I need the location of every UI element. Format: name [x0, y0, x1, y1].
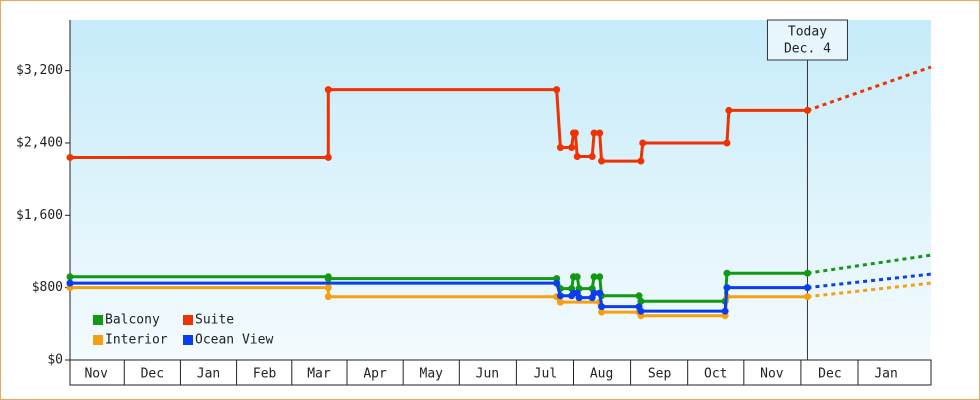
data-point — [803, 293, 811, 301]
data-point — [573, 273, 581, 281]
today-box — [766, 19, 848, 61]
data-point — [556, 144, 564, 151]
data-point — [637, 157, 645, 165]
x-tick-label: Jan — [197, 367, 220, 382]
data-point — [725, 106, 733, 114]
data-point — [568, 144, 576, 151]
x-axis-box — [69, 359, 932, 386]
x-tick-label: Oct — [704, 367, 727, 382]
data-point — [571, 129, 579, 137]
y-tick-label: $2,400 — [16, 135, 63, 150]
data-point — [324, 293, 332, 301]
x-tick-label: Jun — [476, 367, 499, 382]
data-point — [803, 269, 811, 277]
x-tick-label: Dec — [141, 367, 164, 382]
data-point — [598, 308, 606, 316]
legend-label: Ocean View — [195, 333, 273, 348]
data-point — [596, 129, 604, 137]
data-point — [556, 292, 564, 300]
data-point — [596, 273, 604, 281]
legend-label: Suite — [195, 313, 234, 328]
x-tick-label: Apr — [363, 367, 387, 382]
data-point — [590, 289, 598, 297]
data-point — [721, 307, 729, 315]
data-point — [553, 279, 561, 287]
data-point — [66, 279, 74, 287]
legend-swatch — [183, 335, 193, 345]
data-point — [635, 292, 643, 300]
data-point — [637, 297, 645, 305]
legend-swatch — [93, 335, 103, 345]
data-point — [324, 86, 332, 94]
data-point — [723, 284, 731, 292]
x-tick-label: Mar — [307, 367, 331, 382]
data-point — [553, 86, 561, 94]
data-point — [723, 139, 731, 147]
y-tick-label: $800 — [32, 280, 63, 295]
x-tick-label: Jul — [534, 367, 557, 382]
legend-swatch — [93, 315, 103, 325]
data-point — [575, 294, 583, 302]
x-tick-label: Nov — [84, 367, 108, 382]
today-label: Dec. 4 — [784, 42, 831, 57]
legend-swatch — [183, 315, 193, 325]
legend-label: Interior — [105, 333, 168, 348]
data-point — [590, 273, 598, 281]
data-point — [66, 273, 74, 281]
x-tick-label: Nov — [760, 367, 784, 382]
data-point — [66, 153, 74, 161]
x-tick-label: Aug — [590, 367, 613, 382]
y-tick-label: $0 — [47, 353, 63, 368]
data-point — [803, 284, 811, 292]
y-tick-label: $3,200 — [16, 63, 63, 78]
forecast-line — [806, 65, 932, 112]
data-point — [598, 303, 606, 311]
x-tick-label: Dec — [818, 367, 841, 382]
series-line — [70, 271, 808, 303]
x-tick-label: Feb — [253, 367, 277, 382]
today-label: Today — [788, 25, 827, 40]
y-tick-label: $1,600 — [16, 208, 63, 223]
data-point — [324, 284, 332, 292]
data-point — [803, 106, 811, 114]
data-point — [588, 153, 596, 161]
data-point — [598, 157, 606, 165]
x-tick-label: May — [420, 367, 444, 382]
data-point — [723, 269, 731, 277]
plot-area — [70, 20, 931, 360]
data-point — [324, 153, 332, 161]
forecast-line — [807, 253, 932, 275]
x-tick-label: Jan — [874, 367, 897, 382]
legend-label: Balcony — [105, 313, 160, 328]
data-point — [596, 289, 604, 297]
data-point — [556, 298, 564, 306]
data-point — [639, 139, 647, 147]
data-point — [573, 153, 581, 161]
data-point — [637, 307, 645, 315]
x-tick-label: Sep — [648, 367, 672, 382]
data-point — [590, 129, 598, 137]
series-line — [70, 88, 808, 163]
data-point — [324, 275, 332, 283]
